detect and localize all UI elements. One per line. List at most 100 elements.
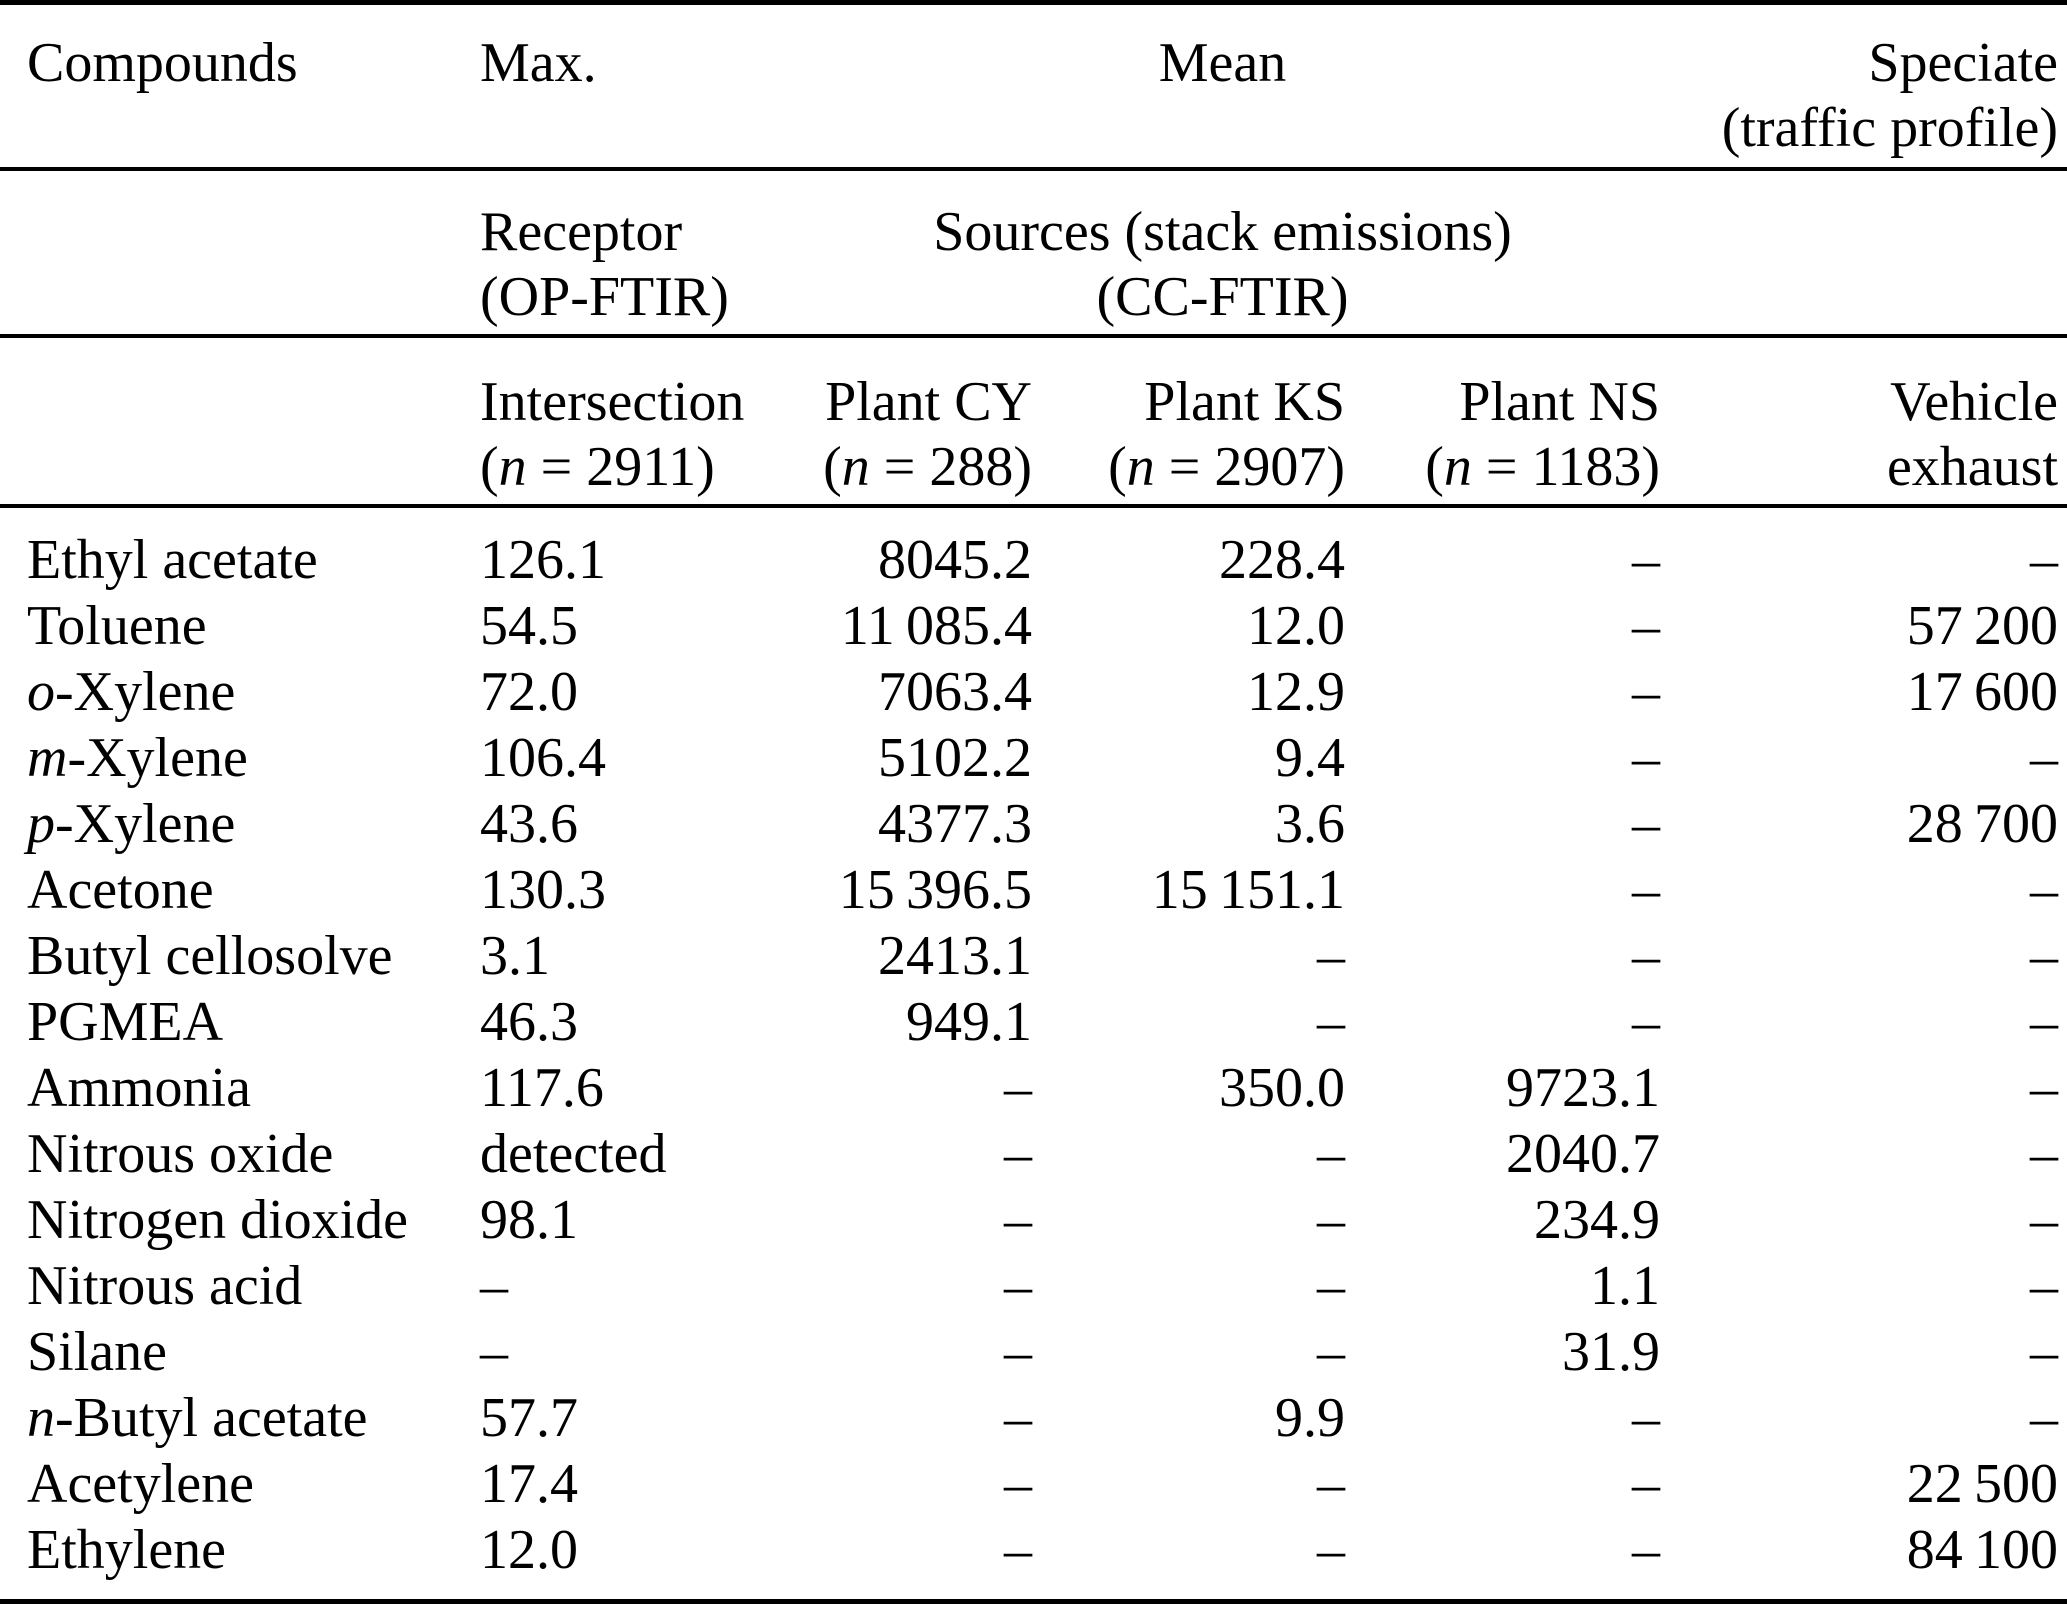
plant-ks-value: – <box>1317 991 1345 1053</box>
plant-ns-value: 9723.1 <box>1506 1057 1661 1119</box>
plant-cy-value: – <box>1004 1321 1032 1383</box>
compound-cell: PGMEA <box>0 989 455 1055</box>
intersection-value: – <box>480 1255 508 1317</box>
plant-cy-value: – <box>1004 1123 1032 1185</box>
compound-cell: Silane <box>0 1319 455 1385</box>
table-row: Ethylene 12.0 – – – 84 100 <box>0 1517 2067 1602</box>
intersection-value: detected <box>480 1123 667 1185</box>
compound-cell: Ethylene <box>0 1517 455 1602</box>
compound-name: Silane <box>27 1321 167 1383</box>
vehicle-exhaust-value: – <box>2030 1255 2059 1317</box>
plant-ns-value: 1.1 <box>1590 1255 1661 1317</box>
table-row: p-Xylene 43.6 4377.3 3.6 – 28 700 <box>0 791 2067 857</box>
intersection-value: 43.6 <box>480 793 578 855</box>
intersection-value: 98.1 <box>480 1189 578 1251</box>
compound-name: -Xylene <box>67 727 248 789</box>
n-count-variable: n <box>1126 436 1155 498</box>
plant-ns-value: 234.9 <box>1534 1189 1661 1251</box>
table-row: Silane – – – 31.9 – <box>0 1319 2067 1385</box>
header-empty-cell <box>0 169 455 338</box>
compound-name: Nitrous oxide <box>27 1123 334 1185</box>
vehicle-exhaust-value: 22 500 <box>1906 1453 2059 1515</box>
header-max: Max. <box>455 2 785 171</box>
vehicle-exhaust-value: 17 600 <box>1906 661 2059 723</box>
plant-cy-value: 7063.4 <box>878 661 1032 723</box>
plant-cy-value: – <box>1004 1255 1032 1317</box>
table-row: Ethyl acetate 126.1 8045.2 228.4 – – <box>0 506 2067 593</box>
header-row-methods: Receptor (OP-FTIR) Sources (stack emissi… <box>0 169 2067 338</box>
header-row-sites: Intersection (n = 2911) Plant CY (n = 28… <box>0 336 2067 508</box>
plant-ks-value: – <box>1317 1255 1345 1317</box>
table-row: Nitrous oxide detected – – 2040.7 – <box>0 1121 2067 1187</box>
compound-cell: Ethyl acetate <box>0 506 455 593</box>
compound-name: Butyl cellosolve <box>27 925 393 987</box>
table-row: Acetylene 17.4 – – – 22 500 <box>0 1451 2067 1517</box>
table-body: Ethyl acetate 126.1 8045.2 228.4 – – Tol… <box>0 506 2067 1602</box>
intersection-value: 126.1 <box>480 529 606 591</box>
compound-cell: Ammonia <box>0 1055 455 1121</box>
header-plant-ns: Plant NS (n = 1183) <box>1345 336 1661 508</box>
plant-ns-value: – <box>1632 727 1661 789</box>
plant-ns-value: – <box>1632 925 1661 987</box>
compound-name: Ethyl acetate <box>27 529 318 591</box>
n-count-variable: n <box>1443 436 1472 498</box>
header-empty-cell <box>0 336 455 508</box>
plant-cy-value: – <box>1004 1189 1032 1251</box>
table-row: Ammonia 117.6 – 350.0 9723.1 – <box>0 1055 2067 1121</box>
header-compounds: Compounds <box>0 2 455 171</box>
plant-ns-value: – <box>1632 793 1661 855</box>
plant-cy-value: – <box>1004 1387 1032 1449</box>
compound-name: Acetone <box>27 859 214 921</box>
compound-cell: Nitrogen dioxide <box>0 1187 455 1253</box>
vehicle-exhaust-value: – <box>2030 1387 2059 1449</box>
table-row: Acetone 130.3 15 396.5 15 151.1 – – <box>0 857 2067 923</box>
plant-ns-value: – <box>1632 1453 1661 1515</box>
plant-ns-value: 2040.7 <box>1506 1123 1661 1185</box>
header-empty-cell <box>1660 169 2067 338</box>
intersection-value: – <box>480 1321 508 1383</box>
plant-cy-value: – <box>1004 1453 1032 1515</box>
compound-name: -Butyl acetate <box>55 1387 368 1449</box>
intersection-value: 130.3 <box>480 859 606 921</box>
plant-ks-value: 12.9 <box>1247 661 1345 723</box>
table-row: o-Xylene 72.0 7063.4 12.9 – 17 600 <box>0 659 2067 725</box>
plant-ks-value: – <box>1317 1453 1345 1515</box>
compound-prefix: o <box>27 661 55 723</box>
intersection-value: 117.6 <box>480 1057 604 1119</box>
vehicle-exhaust-value: – <box>2030 1321 2059 1383</box>
table-row: PGMEA 46.3 949.1 – – – <box>0 989 2067 1055</box>
plant-ns-value: – <box>1632 991 1661 1053</box>
compound-name: Acetylene <box>27 1453 254 1515</box>
compound-name: -Xylene <box>55 661 236 723</box>
plant-ns-value: – <box>1632 1519 1661 1581</box>
compound-cell: Acetone <box>0 857 455 923</box>
plant-ns-value: – <box>1632 595 1661 657</box>
plant-ns-value: – <box>1632 1387 1661 1449</box>
plant-cy-value: 4377.3 <box>878 793 1032 855</box>
compound-name: Ammonia <box>27 1057 251 1119</box>
compound-cell: Toluene <box>0 593 455 659</box>
compound-name: PGMEA <box>27 991 224 1053</box>
compound-cell: n-Butyl acetate <box>0 1385 455 1451</box>
plant-ks-value: 9.9 <box>1275 1387 1345 1449</box>
compound-name: Nitrogen dioxide <box>27 1189 409 1251</box>
compound-prefix: n <box>27 1387 55 1449</box>
compound-cell: p-Xylene <box>0 791 455 857</box>
plant-cy-value: 949.1 <box>906 991 1032 1053</box>
vehicle-exhaust-value: 57 200 <box>1906 595 2059 657</box>
plant-ks-value: – <box>1317 1321 1345 1383</box>
plant-cy-value: 8045.2 <box>878 529 1032 591</box>
plant-ks-value: 350.0 <box>1219 1057 1345 1119</box>
intersection-value: 57.7 <box>480 1387 578 1449</box>
compound-name: Toluene <box>27 595 207 657</box>
plant-cy-value: 11 085.4 <box>840 595 1032 657</box>
plant-ks-value: 3.6 <box>1275 793 1345 855</box>
plant-ks-value: – <box>1317 1189 1345 1251</box>
table-row: m-Xylene 106.4 5102.2 9.4 – – <box>0 725 2067 791</box>
plant-ns-value: – <box>1632 529 1661 591</box>
plant-ks-value: – <box>1317 1519 1345 1581</box>
table-header: Compounds Max. Mean Speciate (traffic pr… <box>0 2 2067 508</box>
compound-name: Nitrous acid <box>27 1255 303 1317</box>
plant-cy-value: 15 396.5 <box>838 859 1032 921</box>
